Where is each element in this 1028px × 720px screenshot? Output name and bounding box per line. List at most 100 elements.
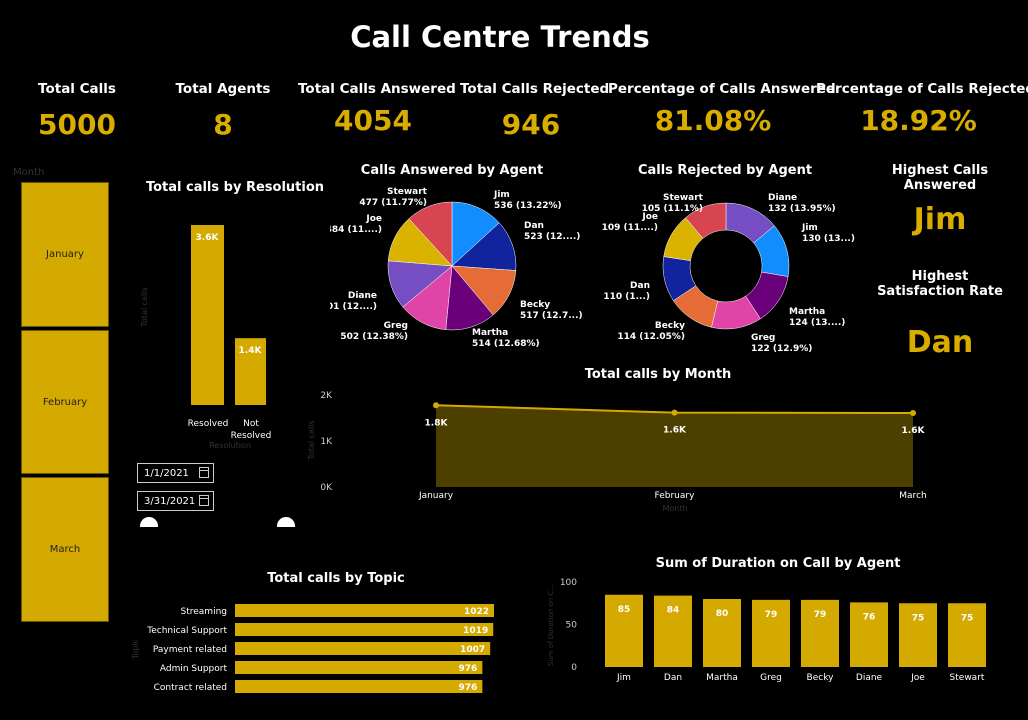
date-slider-start-handle[interactable]: [140, 517, 158, 527]
duration-data-label-diane: 76: [863, 612, 876, 622]
duration-bar-becky[interactable]: [801, 599, 839, 667]
answered-label-dan: Dan: [524, 221, 544, 231]
month-ytick-2k: 2K: [320, 391, 333, 401]
month-tile-march[interactable]: March: [22, 478, 108, 621]
rejected-value-greg: 122 (12.9%): [751, 344, 812, 354]
duration-ytick-100: 100: [560, 578, 577, 588]
topic-bar-technical-support[interactable]: [235, 623, 494, 636]
rejected-label-becky: Becky: [655, 321, 685, 331]
duration-data-label-dan: 84: [667, 606, 680, 616]
rejected-value-becky: 114 (12.05%): [617, 332, 685, 342]
calendar-icon[interactable]: [199, 495, 209, 506]
duration-data-label-martha: 80: [716, 609, 729, 619]
topic-bar-contract-related[interactable]: [235, 680, 483, 693]
month-tick-february: February: [655, 491, 696, 501]
highest-satisfaction-value: Dan: [906, 325, 974, 360]
calendar-icon[interactable]: [199, 467, 209, 478]
kpi-pct-rejected-value: 18.92%: [860, 104, 977, 137]
topic-data-label-technical-support: 1019: [463, 626, 488, 636]
month-data-label-january: 1.8K: [425, 418, 449, 428]
duration-data-label-jim: 85: [618, 605, 631, 615]
duration-bar-stewart[interactable]: [948, 603, 986, 667]
month-area-chart: Total calls 2K 1K 0K 1.8K January 1.6K Febr…: [307, 391, 927, 513]
topic-chart-title: Total calls by Topic: [267, 571, 405, 586]
date-slider-end-handle[interactable]: [277, 517, 295, 527]
duration-bar-jim[interactable]: [605, 594, 643, 667]
kpi-total-calls-value: 5000: [38, 108, 116, 141]
duration-bar-dan[interactable]: [654, 595, 692, 667]
start-date-input[interactable]: 1/1/2021: [137, 463, 214, 483]
resolution-chart: Total calls 3.6K 1.4K Resolved Not Resolv…: [140, 225, 271, 450]
duration-ylabel: Sum of Duration on C...: [547, 584, 555, 666]
bar-not-resolved-data-label: 1.4K: [239, 346, 263, 356]
answered-slice-stewart[interactable]: [408, 201, 453, 267]
month-slicer-title: Month: [13, 167, 45, 178]
topic-bar-payment-related[interactable]: [235, 642, 491, 655]
kpi-pct-answered-label: Percentage of Calls Answered: [608, 81, 836, 97]
rejected-label-diane: Diane: [768, 193, 797, 203]
answered-label-stewart: Stewart: [387, 187, 428, 197]
rejected-label-greg: Greg: [751, 333, 775, 343]
topic-bar-streaming[interactable]: [235, 604, 494, 617]
rejected-slice-stewart[interactable]: [685, 202, 727, 239]
topic-data-label-contract-related: 976: [459, 683, 478, 693]
kpi-pct-answered-value: 81.08%: [654, 104, 772, 137]
answered-pie-title: Calls Answered by Agent: [360, 163, 544, 178]
answered-label-greg: Greg: [384, 321, 408, 331]
month-point-march[interactable]: [910, 410, 916, 417]
duration-bar-joe[interactable]: [899, 603, 937, 667]
bar-not-resolved[interactable]: [235, 338, 266, 405]
month-point-february[interactable]: [671, 409, 678, 416]
duration-chart: Sum of Duration on C... 100 50 0 85 Jim 84…: [547, 578, 986, 683]
answered-label-jim: Jim: [493, 190, 510, 200]
answered-value-joe: 484 (11....): [330, 225, 382, 235]
rejected-value-joe: 109 (11....): [602, 223, 658, 233]
end-date-input[interactable]: 3/31/2021: [137, 491, 214, 511]
month-tile-january[interactable]: January: [22, 183, 108, 326]
answered-value-dan: 523 (12....): [524, 232, 580, 242]
duration-data-label-joe: 75: [912, 613, 925, 623]
highest-satisfaction-label: Highest Satisfaction Rate: [877, 269, 1003, 299]
answered-label-joe: Joe: [365, 214, 382, 224]
answered-value-jim: 536 (13.22%): [494, 201, 562, 211]
resolution-chart-title: Total calls by Resolution: [145, 180, 325, 195]
month-tick-january: January: [418, 491, 454, 501]
highest-calls-value: Jim: [913, 202, 967, 237]
duration-tick-martha: Martha: [706, 673, 738, 683]
kpi-calls-rejected-value: 946: [501, 108, 561, 141]
resolution-xlabel: Resolution: [209, 441, 251, 450]
month-ylabel: Total calls: [307, 420, 316, 460]
month-xlabel: Month: [662, 504, 687, 513]
month-data-label-march: 1.6K: [902, 426, 926, 436]
bar-resolved[interactable]: [191, 225, 224, 405]
topic-chart: Topic Streaming 1022 Technical Support 1019…: [131, 604, 494, 693]
rejected-label-dan: Dan: [630, 281, 650, 291]
duration-tick-joe: Joe: [910, 673, 925, 683]
month-chart-title: Total calls by Month: [584, 367, 732, 382]
duration-ytick-50: 50: [566, 621, 578, 631]
answered-value-stewart: 477 (11.77%): [359, 198, 427, 208]
duration-bar-diane[interactable]: [850, 602, 888, 667]
kpi-calls-rejected-label: Total Calls Rejected: [460, 81, 610, 97]
rejected-label-martha: Martha: [789, 307, 825, 317]
answered-value-martha: 514 (12.68%): [472, 339, 540, 349]
month-tile-february[interactable]: February: [22, 331, 108, 473]
duration-tick-diane: Diane: [856, 673, 883, 683]
topic-data-label-admin-support: 976: [459, 664, 478, 674]
end-date-value: 3/31/2021: [144, 495, 196, 507]
rejected-value-dan: 110 (1...): [603, 292, 650, 302]
month-ytick-1k: 1K: [320, 437, 333, 447]
rejected-value-jim: 130 (13...): [802, 234, 855, 244]
kpi-calls-answered-value: 4054: [334, 104, 412, 137]
duration-bar-martha[interactable]: [703, 599, 741, 667]
topic-bar-admin-support[interactable]: [235, 661, 483, 674]
month-point-january[interactable]: [433, 402, 439, 409]
duration-tick-becky: Becky: [807, 673, 835, 683]
rejected-label-jim: Jim: [801, 223, 818, 233]
duration-bar-greg[interactable]: [752, 599, 790, 667]
kpi-total-agents-value: 8: [213, 108, 233, 141]
month-area-fill: [436, 405, 913, 487]
rejected-donut-title: Calls Rejected by Agent: [637, 163, 813, 178]
duration-tick-jim: Jim: [616, 673, 631, 683]
